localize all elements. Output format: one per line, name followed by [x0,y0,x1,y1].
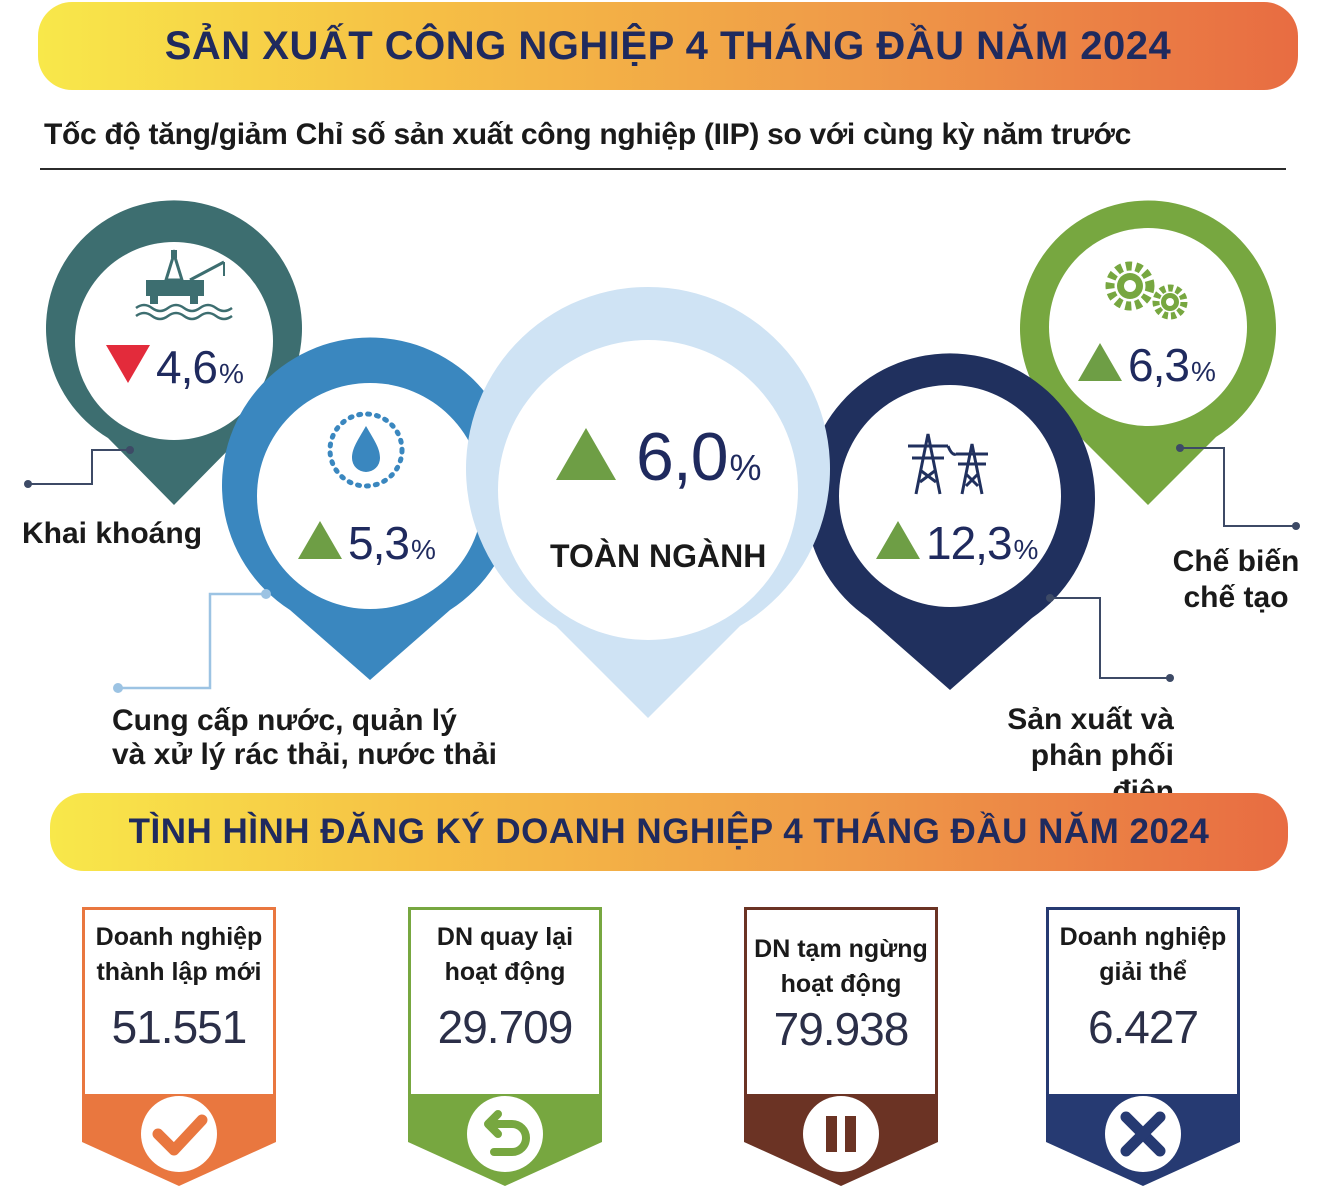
card-title: Doanh nghiệp thành lập mới [85,920,273,990]
electricity-label-line1: Sản xuất và [1007,703,1174,736]
manufacturing-label: Chế biến chế tạo [1170,544,1302,616]
card-title-line2: hoạt động [780,970,902,998]
card-returning-business-band [408,1094,602,1196]
card-title-line2: hoạt động [444,958,566,986]
card-value: 79.938 [773,1003,910,1055]
card-value: 29.709 [437,1001,574,1053]
mining-value-number: 4,6 [156,341,218,393]
up-arrow-icon [876,521,920,559]
total-value: 6,0% [556,418,762,496]
total-pin [465,286,830,718]
electricity-value: 12,3% [876,516,1038,570]
business-section-title: TÌNH HÌNH ĐĂNG KÝ DOANH NGHIỆP 4 THÁNG Đ… [128,812,1210,851]
card-suspended-business: DN tạm ngừng hoạt động 79.938 [744,907,938,1115]
pause-icon [826,1116,856,1152]
connector-lines [28,447,1296,679]
page-title-banner: SẢN XUẤT CÔNG NGHIỆP 4 THÁNG ĐẦU NĂM 202… [38,2,1298,90]
divider [40,168,1286,170]
card-returning-business: DN quay lại hoạt động 29.709 [408,907,602,1115]
power-tower-icon [908,433,988,495]
card-title-line1: DN tạm ngừng [754,935,928,963]
manufacturing-label-line2: chế tạo [1183,581,1289,614]
card-new-business: Doanh nghiệp thành lập mới 51.551 [82,907,276,1115]
iip-pins-graphic [24,200,1300,718]
card-dissolved-business: Doanh nghiệp giải thể 6.427 [1046,907,1240,1115]
card-title-line2: thành lập mới [96,958,262,986]
card-title: DN quay lại hoạt động [411,920,599,990]
section-subtitle: Tốc độ tăng/giảm Chỉ số sản xuất công ng… [44,118,1132,151]
card-value: 51.551 [111,1001,248,1053]
card-title-line1: Doanh nghiệp [95,923,263,951]
up-arrow-icon [298,521,342,559]
oil-rig-icon [135,248,233,321]
card-title-line1: DN quay lại [436,923,574,951]
water-label-line1: Cung cấp nước, quản lý [112,704,457,737]
card-new-business-band [82,1094,276,1196]
down-arrow-icon [106,345,150,383]
card-title-line1: Doanh nghiệp [1059,923,1227,951]
water-value-number: 5,3 [348,517,410,569]
total-value-number: 6,0 [636,419,729,495]
card-title-line2: giải thể [1099,958,1187,986]
water-value: 5,3% [298,516,436,570]
percent-sign: % [1190,356,1216,387]
card-value: 6.427 [1087,1001,1199,1053]
electricity-pin [805,353,1096,690]
mining-label: Khai khoáng [22,517,203,550]
card-suspended-business-band [744,1094,938,1196]
up-arrow-icon [1078,343,1122,381]
up-arrow-icon [556,428,616,480]
electricity-label: Sản xuất và phân phối điện [974,702,1174,810]
card-title: DN tạm ngừng hoạt động [747,932,935,1002]
percent-sign: % [218,358,244,389]
mining-value: 4,6% [106,340,244,394]
card-title: Doanh nghiệp giải thể [1049,920,1237,990]
gears-icon [1105,261,1188,320]
x-icon [1120,1111,1166,1157]
card-dissolved-business-band [1046,1094,1240,1196]
water-label: Cung cấp nước, quản lý và xử lý rác thải… [112,704,497,772]
business-section-banner: TÌNH HÌNH ĐĂNG KÝ DOANH NGHIỆP 4 THÁNG Đ… [50,793,1288,871]
percent-sign: % [729,447,762,488]
percent-sign: % [410,534,436,565]
total-label: TOÀN NGÀNH [550,538,767,574]
electricity-value-number: 12,3 [926,517,1013,569]
manufacturing-value: 6,3% [1078,338,1216,392]
manufacturing-label-line1: Chế biến [1172,545,1300,578]
water-label-line2: và xử lý rác thải, nước thải [112,738,497,771]
water-drop-icon [327,411,405,489]
return-icon [484,1110,530,1156]
manufacturing-value-number: 6,3 [1128,339,1190,391]
percent-sign: % [1013,534,1039,565]
page-title: SẢN XUẤT CÔNG NGHIỆP 4 THÁNG ĐẦU NĂM 202… [164,23,1172,68]
check-icon [152,1114,208,1156]
